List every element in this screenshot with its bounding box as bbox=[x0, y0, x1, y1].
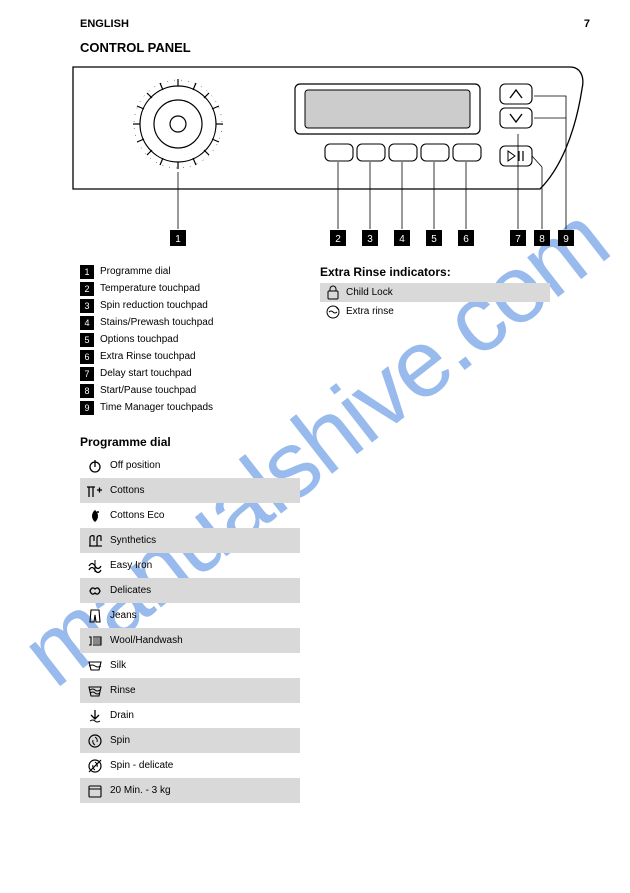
legend-number: 5 bbox=[80, 333, 94, 347]
rinse-icon bbox=[80, 678, 110, 703]
dial-programme-label: Jeans bbox=[110, 610, 137, 621]
extrarinse-icon bbox=[320, 304, 346, 320]
dial-programme-row: 20 Min. - 3 kg bbox=[80, 778, 300, 803]
dial-programme-label: Spin bbox=[110, 735, 130, 746]
dial-programme-label: Easy Iron bbox=[110, 560, 152, 571]
synthetics-icon bbox=[80, 528, 110, 553]
legend-number: 7 bbox=[80, 367, 94, 381]
cottons-icon bbox=[80, 478, 110, 503]
legend-item: 8 Start/Pause touchpad bbox=[80, 384, 280, 398]
dial-programme-row: Cottons Eco bbox=[80, 503, 300, 528]
legend-number: 4 bbox=[80, 316, 94, 330]
dial-programmes-title: Programme dial bbox=[80, 435, 171, 449]
dial-programme-label: Cottons Eco bbox=[110, 510, 164, 521]
legend-item: 3 Spin reduction touchpad bbox=[80, 299, 280, 313]
cottonseco-icon bbox=[80, 503, 110, 528]
dial-programme-label: Synthetics bbox=[110, 535, 156, 546]
display-icon bbox=[295, 84, 480, 134]
legend-label: Spin reduction touchpad bbox=[100, 299, 208, 312]
wool-icon bbox=[80, 628, 110, 653]
legend-label: Time Manager touchpads bbox=[100, 401, 213, 414]
indicator-label: Child Lock bbox=[346, 287, 393, 298]
svg-text:4: 4 bbox=[399, 234, 405, 245]
legend-label: Start/Pause touchpad bbox=[100, 384, 196, 397]
svg-text:1: 1 bbox=[175, 234, 181, 245]
svg-text:8: 8 bbox=[539, 234, 545, 245]
legend-item: 5 Options touchpad bbox=[80, 333, 280, 347]
dial-programme-row: Spin bbox=[80, 728, 300, 753]
dial-programme-row: Off position bbox=[80, 453, 300, 478]
dial-programme-label: Rinse bbox=[110, 685, 136, 696]
dial-programme-label: 20 Min. - 3 kg bbox=[110, 785, 171, 796]
panel-title: CONTROL PANEL bbox=[80, 40, 191, 55]
dial-programme-label: Drain bbox=[110, 710, 134, 721]
dial-programme-row: Drain bbox=[80, 703, 300, 728]
svg-text:7: 7 bbox=[515, 234, 521, 245]
legend-item: 9 Time Manager touchpads bbox=[80, 401, 280, 415]
easyiron-icon bbox=[80, 553, 110, 578]
legend-number: 8 bbox=[80, 384, 94, 398]
legend-label: Temperature touchpad bbox=[100, 282, 200, 295]
legend-number: 2 bbox=[80, 282, 94, 296]
delicates-icon bbox=[80, 578, 110, 603]
dial-programme-row: Delicates bbox=[80, 578, 300, 603]
dial-programme-label: Off position bbox=[110, 460, 160, 471]
legend-item: 4 Stains/Prewash touchpad bbox=[80, 316, 280, 330]
control-panel-diagram: 1 2 3 4 5 6 7 8 9 bbox=[70, 64, 590, 264]
dial-programme-label: Delicates bbox=[110, 585, 151, 596]
time-manager-buttons bbox=[500, 84, 566, 229]
legend-number: 6 bbox=[80, 350, 94, 364]
indicators-title: Extra Rinse indicators: bbox=[320, 265, 451, 279]
legend-label: Delay start touchpad bbox=[100, 367, 192, 380]
dial-programme-row: Easy Iron bbox=[80, 553, 300, 578]
svg-text:9: 9 bbox=[563, 234, 569, 245]
legend-label: Stains/Prewash touchpad bbox=[100, 316, 213, 329]
svg-text:6: 6 bbox=[463, 234, 469, 245]
indicator-row: Child Lock bbox=[320, 283, 550, 302]
lock-icon bbox=[320, 285, 346, 301]
legend-label: Extra Rinse touchpad bbox=[100, 350, 196, 363]
header-page-number: 7 bbox=[584, 18, 590, 30]
function-buttons bbox=[325, 144, 481, 229]
legend-item: 2 Temperature touchpad bbox=[80, 282, 280, 296]
legend-number: 3 bbox=[80, 299, 94, 313]
dial-programme-row: Synthetics bbox=[80, 528, 300, 553]
svg-text:2: 2 bbox=[335, 234, 341, 245]
dial-programme-row: Silk bbox=[80, 653, 300, 678]
dial-programme-row: Rinse bbox=[80, 678, 300, 703]
indicator-label: Extra rinse bbox=[346, 306, 394, 317]
legend-label: Options touchpad bbox=[100, 333, 178, 346]
dial-programme-label: Silk bbox=[110, 660, 126, 671]
legend-number: 9 bbox=[80, 401, 94, 415]
dial-programme-row: Wool/Handwash bbox=[80, 628, 300, 653]
spindelicate-icon bbox=[80, 753, 110, 778]
dial-programme-label: Wool/Handwash bbox=[110, 635, 183, 646]
drain-icon bbox=[80, 703, 110, 728]
svg-text:5: 5 bbox=[431, 234, 437, 245]
legend-item: 7 Delay start touchpad bbox=[80, 367, 280, 381]
legend-item: 1 Programme dial bbox=[80, 265, 280, 279]
header-language: ENGLISH bbox=[80, 18, 129, 30]
dial-programme-label: Spin - delicate bbox=[110, 760, 173, 771]
dial-icon bbox=[133, 79, 223, 229]
legend-list: 1 Programme dial 2 Temperature touchpad 3 Spi… bbox=[80, 265, 280, 418]
dial-programme-row: Jeans bbox=[80, 603, 300, 628]
page-header: ENGLISH 7 bbox=[80, 18, 590, 30]
quick-icon bbox=[80, 778, 110, 803]
legend-item: 6 Extra Rinse touchpad bbox=[80, 350, 280, 364]
spin-icon bbox=[80, 728, 110, 753]
dial-programme-row: Cottons bbox=[80, 478, 300, 503]
svg-text:3: 3 bbox=[367, 234, 373, 245]
power-icon bbox=[80, 453, 110, 478]
dial-programme-label: Cottons bbox=[110, 485, 144, 496]
dial-programmes-table: Off position Cottons Cottons Eco Synthetics… bbox=[80, 453, 300, 803]
start-pause-button bbox=[500, 146, 542, 229]
jeans-icon bbox=[80, 603, 110, 628]
legend-number: 1 bbox=[80, 265, 94, 279]
silk-icon bbox=[80, 653, 110, 678]
indicators-table: Child Lock Extra rinse bbox=[320, 283, 550, 321]
legend-label: Programme dial bbox=[100, 265, 171, 278]
indicator-row: Extra rinse bbox=[320, 302, 550, 321]
dial-programme-row: Spin - delicate bbox=[80, 753, 300, 778]
